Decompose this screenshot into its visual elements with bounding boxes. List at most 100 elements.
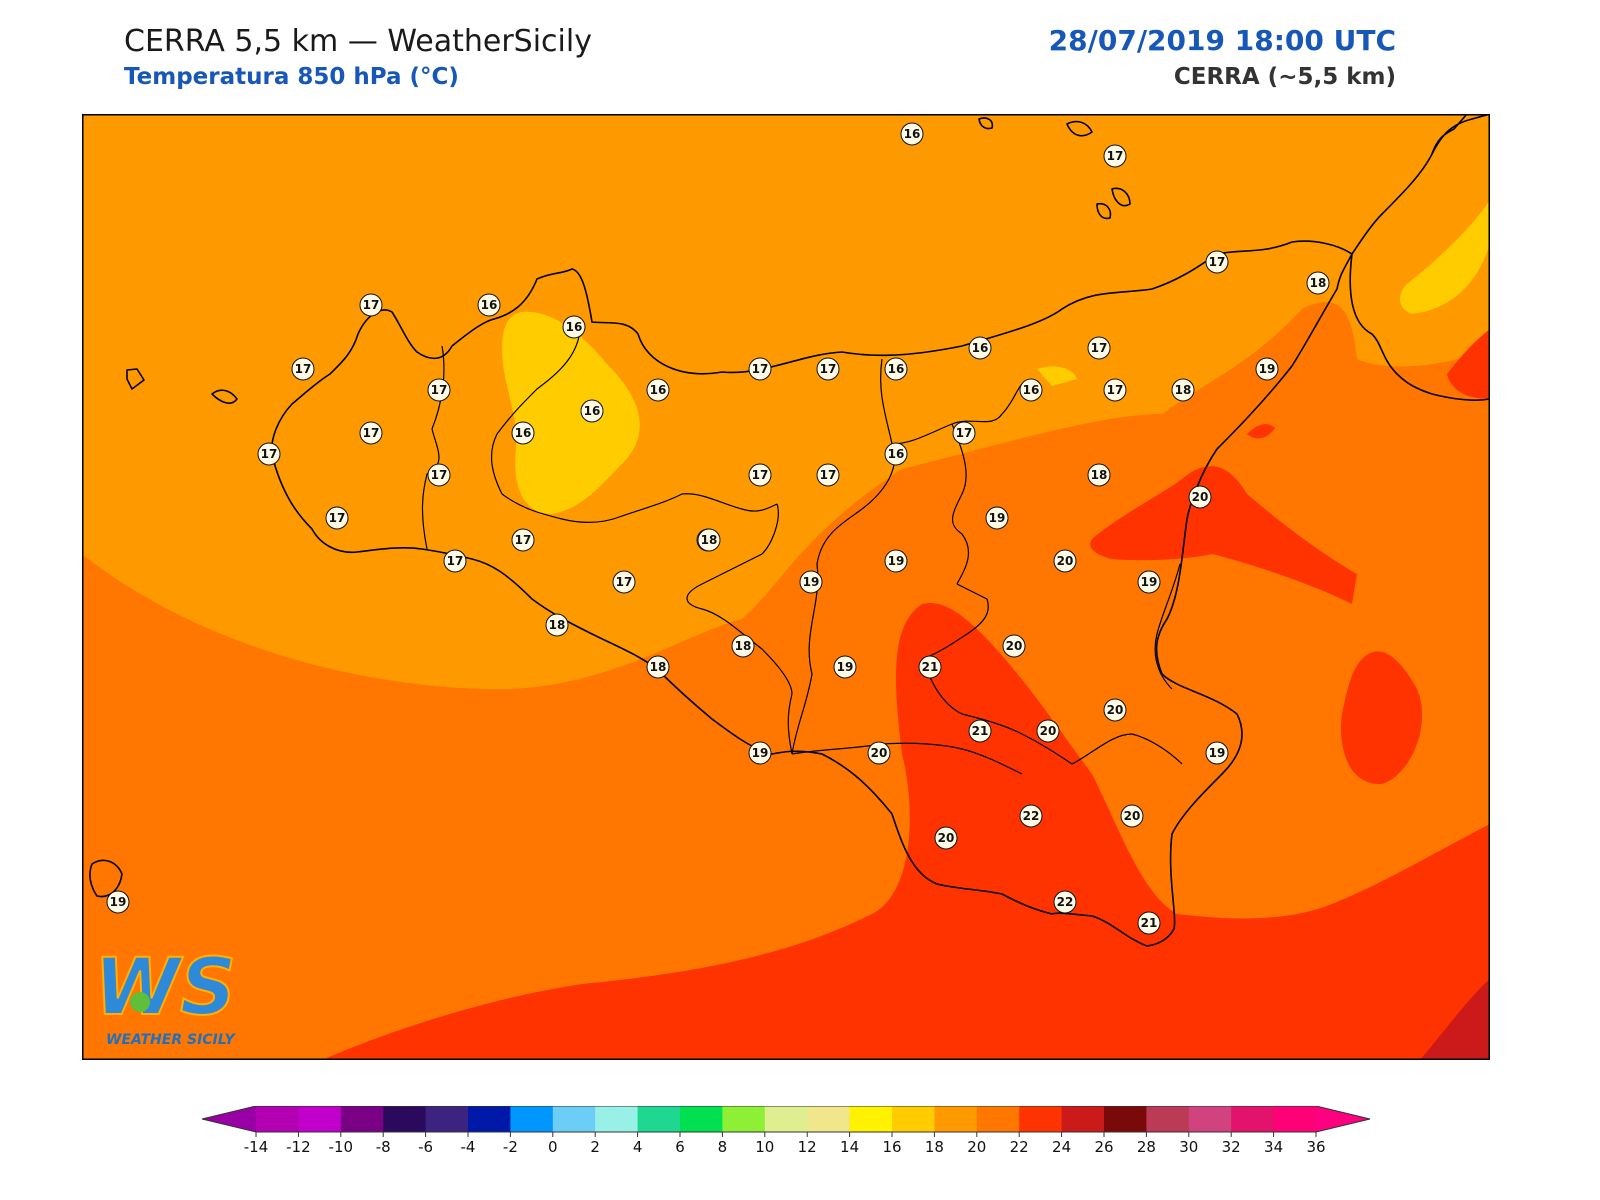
station-label-bubble bbox=[952, 421, 976, 445]
station-label-bubble bbox=[816, 463, 840, 487]
station-label-bubble bbox=[1171, 378, 1195, 402]
station-label-bubble bbox=[1205, 741, 1229, 765]
colorbar-tick-label: 24 bbox=[1052, 1138, 1071, 1156]
station-label-value: 21 bbox=[1141, 916, 1158, 930]
station-label-value: 16 bbox=[515, 426, 532, 440]
province-borders bbox=[421, 321, 1183, 775]
station-label-value: 17 bbox=[752, 468, 769, 482]
station-label-value: 16 bbox=[1023, 383, 1040, 397]
station-label-value: 19 bbox=[837, 660, 854, 674]
colorbar-tick-label: 0 bbox=[548, 1138, 558, 1156]
station-label: 17 bbox=[1103, 378, 1127, 402]
colorbar-segment bbox=[425, 1106, 469, 1132]
colorbar-segment bbox=[1273, 1106, 1317, 1132]
station-label-bubble bbox=[1306, 271, 1330, 295]
station-label-value: 17 bbox=[363, 298, 380, 312]
station-label: 19 bbox=[1205, 741, 1229, 765]
field-14-16-east bbox=[1400, 200, 1490, 314]
colorbar-segment bbox=[680, 1106, 723, 1132]
station-label-value: 18 bbox=[1310, 276, 1327, 290]
station-label-value: 17 bbox=[363, 426, 380, 440]
station-label-bubble bbox=[816, 357, 840, 381]
temperature-map: 16 17 17 18 17 16 16 17 17 17 16 16 16 17 17 16 16 17 18 19… bbox=[82, 114, 1490, 1060]
colorbar-segment bbox=[552, 1106, 596, 1132]
station-label: 17 bbox=[427, 378, 451, 402]
station-label-bubble bbox=[884, 442, 908, 466]
station-label-value: 22 bbox=[1023, 809, 1040, 823]
station-label: 16 bbox=[511, 421, 535, 445]
station-label: 22 bbox=[1053, 890, 1077, 914]
station-label: 16 bbox=[968, 336, 992, 360]
colorbar-segment bbox=[722, 1106, 766, 1132]
station-label-bubble bbox=[477, 293, 501, 317]
station-label: 19 bbox=[1137, 570, 1161, 594]
station-label-bubble bbox=[884, 549, 908, 573]
station-label-value: 16 bbox=[481, 298, 498, 312]
station-label-value: 20 bbox=[1040, 724, 1057, 738]
station-label: 18 bbox=[1306, 271, 1330, 295]
station-label-value: 17 bbox=[616, 575, 633, 589]
station-label: 19 bbox=[884, 549, 908, 573]
station-label: 17 bbox=[325, 506, 349, 530]
field-20-22-small bbox=[1247, 424, 1275, 439]
field-20-22-ionian bbox=[1341, 651, 1423, 785]
station-label-value: 18 bbox=[701, 533, 718, 547]
station-label: 18 bbox=[1171, 378, 1195, 402]
station-label: 18 bbox=[1087, 463, 1111, 487]
colorbar-segment bbox=[1188, 1106, 1232, 1132]
station-label-bubble bbox=[900, 122, 924, 146]
station-label-bubble bbox=[562, 315, 586, 339]
station-label-bubble bbox=[1087, 336, 1111, 360]
station-label-value: 16 bbox=[650, 383, 667, 397]
station-label: 20 bbox=[1053, 549, 1077, 573]
station-label: 17 bbox=[511, 528, 535, 552]
station-label-value: 22 bbox=[1057, 895, 1074, 909]
station-label-bubble bbox=[612, 570, 636, 594]
station-label-bubble bbox=[545, 613, 569, 637]
station-label-value: 18 bbox=[650, 660, 667, 674]
station-label-bubble bbox=[646, 378, 670, 402]
colorbar-segment bbox=[1104, 1106, 1147, 1132]
station-label-value: 20 bbox=[871, 746, 888, 760]
station-label: 19 bbox=[985, 506, 1009, 530]
station-label-value: 17 bbox=[447, 554, 464, 568]
coastlines bbox=[89, 114, 1490, 947]
station-label-bubble bbox=[257, 442, 281, 466]
station-label-value: 16 bbox=[888, 447, 905, 461]
colorbar-segment bbox=[764, 1106, 808, 1132]
station-label-bubble bbox=[748, 463, 772, 487]
colorbar-tick-label: -4 bbox=[461, 1138, 476, 1156]
colorbar-tick-label: 34 bbox=[1264, 1138, 1283, 1156]
station-label-bubble bbox=[1120, 804, 1144, 828]
station-label-value: 20 bbox=[938, 831, 955, 845]
station-label-value: 17 bbox=[261, 447, 278, 461]
colorbar-tick-label: 20 bbox=[967, 1138, 986, 1156]
station-label-bubble bbox=[1019, 804, 1043, 828]
station-label-value: 17 bbox=[329, 511, 346, 525]
station-label-value: 17 bbox=[1091, 341, 1108, 355]
colorbar-tick-label: 16 bbox=[882, 1138, 901, 1156]
station-label: 16 bbox=[646, 378, 670, 402]
station-label-bubble bbox=[867, 741, 891, 765]
field-20-22-northeast bbox=[1447, 329, 1490, 399]
station-label-bubble bbox=[1188, 485, 1212, 509]
colorbar-tick-label: 6 bbox=[675, 1138, 685, 1156]
colorbar-tick-label: 12 bbox=[798, 1138, 817, 1156]
station-label-value: 17 bbox=[515, 533, 532, 547]
colorbar-segment bbox=[595, 1106, 639, 1132]
station-label-value: 21 bbox=[922, 660, 939, 674]
station-label-value: 19 bbox=[110, 895, 127, 909]
station-label: 17 bbox=[1087, 336, 1111, 360]
colorbar-tick-label: -2 bbox=[503, 1138, 518, 1156]
station-label-bubble bbox=[291, 357, 315, 381]
colorbar: -14 -12 -10 -8 -6 -4 -2 0 2 4 6 8 10 12 14 16 18 20 22 24 26… bbox=[201, 1106, 1371, 1156]
colorbar-tick-label: -6 bbox=[418, 1138, 433, 1156]
station-label-bubble bbox=[968, 719, 992, 743]
colorbar-segment bbox=[849, 1106, 893, 1132]
field-14-16-small bbox=[1037, 366, 1077, 386]
station-label-bubble bbox=[1002, 634, 1026, 658]
station-label: 17 bbox=[443, 549, 467, 573]
station-label-bubble bbox=[325, 506, 349, 530]
station-label-bubble bbox=[918, 655, 942, 679]
station-label: 19 bbox=[799, 570, 823, 594]
